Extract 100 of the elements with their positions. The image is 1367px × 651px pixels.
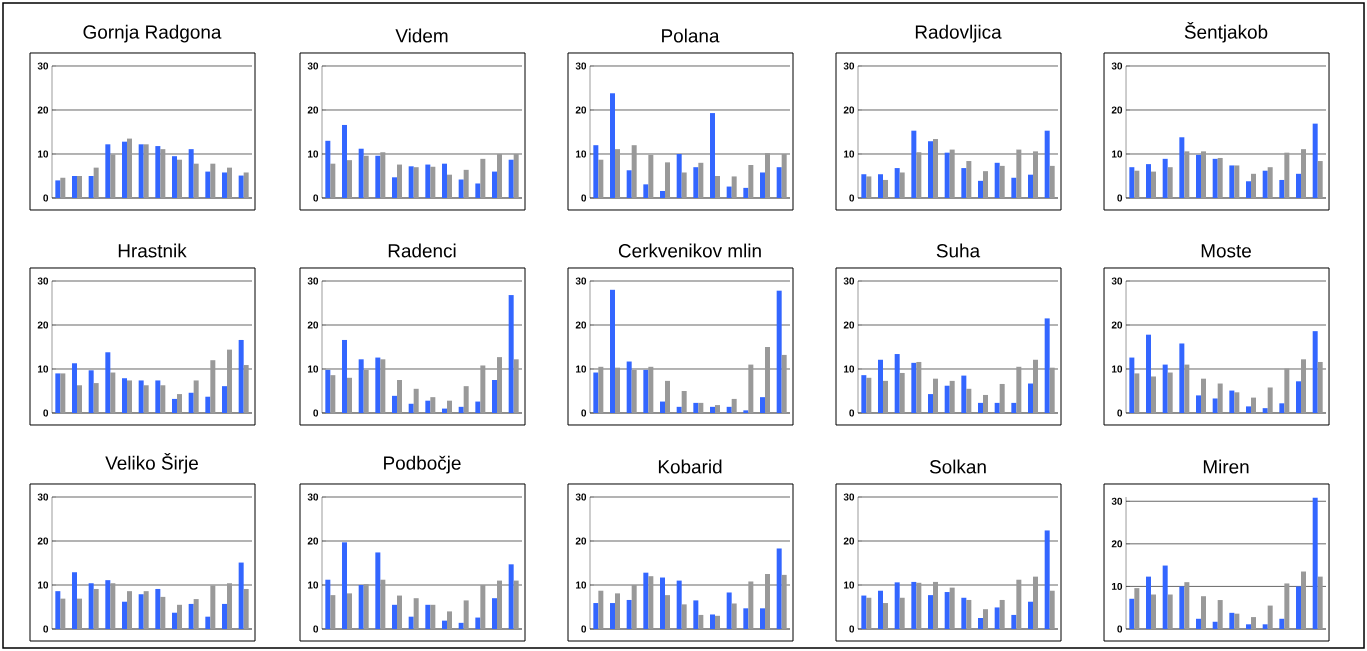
bar bbox=[1201, 378, 1207, 413]
bar bbox=[330, 595, 336, 629]
bar bbox=[508, 159, 514, 198]
bar bbox=[330, 375, 336, 413]
bar bbox=[60, 177, 66, 198]
y-tick-label: 30 bbox=[1111, 277, 1123, 285]
bar bbox=[693, 402, 699, 413]
chart-title: Moste bbox=[1201, 244, 1251, 258]
bar bbox=[188, 149, 194, 198]
bar bbox=[1146, 164, 1152, 198]
bar bbox=[648, 366, 654, 413]
y-tick-label: 30 bbox=[843, 493, 855, 501]
bar bbox=[93, 167, 99, 198]
y-tick-label: 20 bbox=[37, 106, 49, 114]
bar bbox=[1129, 357, 1135, 413]
bar bbox=[1151, 594, 1157, 629]
bar bbox=[375, 155, 381, 198]
bar bbox=[413, 388, 419, 413]
bar bbox=[205, 616, 211, 629]
bar bbox=[413, 167, 419, 198]
bar bbox=[430, 604, 436, 629]
bar bbox=[1033, 359, 1039, 413]
bar bbox=[1251, 173, 1257, 198]
bar bbox=[1028, 174, 1034, 198]
bar bbox=[193, 380, 199, 413]
bar bbox=[1251, 617, 1257, 629]
bar bbox=[480, 365, 486, 413]
bar bbox=[1317, 576, 1323, 629]
y-tick-label: 0 bbox=[43, 409, 49, 417]
bar bbox=[598, 366, 604, 413]
bar bbox=[781, 354, 787, 413]
bar bbox=[172, 398, 177, 413]
bar bbox=[1016, 149, 1022, 198]
y-tick-label: 20 bbox=[307, 537, 319, 545]
bar bbox=[1028, 601, 1034, 629]
bar bbox=[894, 582, 900, 629]
bar bbox=[1196, 395, 1202, 413]
bar bbox=[949, 149, 955, 198]
bar bbox=[172, 156, 177, 198]
bar bbox=[598, 590, 604, 629]
chart-title: Solkan bbox=[929, 459, 986, 474]
bar bbox=[227, 583, 232, 629]
bar bbox=[743, 410, 749, 413]
bar bbox=[776, 548, 782, 629]
bar bbox=[1179, 343, 1185, 413]
bar bbox=[508, 295, 514, 413]
bar bbox=[458, 622, 464, 629]
bar bbox=[726, 186, 732, 198]
bar bbox=[748, 581, 754, 629]
bar bbox=[93, 383, 99, 413]
y-tick-label: 0 bbox=[581, 625, 587, 633]
bar bbox=[1212, 621, 1218, 629]
bar bbox=[698, 402, 704, 413]
bar bbox=[425, 164, 431, 198]
bar bbox=[643, 369, 649, 413]
bar bbox=[676, 154, 682, 198]
bar bbox=[222, 172, 227, 198]
bar bbox=[55, 180, 61, 198]
bar bbox=[127, 591, 132, 629]
y-tick-label: 0 bbox=[43, 194, 49, 202]
bar bbox=[715, 405, 721, 413]
bar bbox=[243, 365, 249, 413]
bar bbox=[188, 392, 194, 413]
bar bbox=[358, 585, 364, 629]
bar bbox=[781, 574, 787, 629]
y-tick-label: 20 bbox=[575, 537, 587, 545]
bar bbox=[122, 601, 127, 629]
bar bbox=[676, 580, 682, 629]
bar bbox=[626, 361, 632, 413]
bar bbox=[347, 593, 352, 629]
bar bbox=[1217, 600, 1223, 629]
bar bbox=[1011, 402, 1017, 413]
bar bbox=[55, 373, 61, 413]
bar bbox=[861, 595, 867, 629]
bar bbox=[978, 402, 984, 413]
bar bbox=[442, 620, 447, 629]
bar bbox=[933, 378, 939, 413]
bar bbox=[610, 603, 616, 629]
bar bbox=[1162, 565, 1168, 629]
bar bbox=[715, 176, 721, 198]
bar bbox=[397, 164, 402, 198]
bar bbox=[916, 582, 922, 629]
y-tick-label: 10 bbox=[308, 365, 319, 373]
bar bbox=[425, 400, 431, 413]
bar bbox=[743, 608, 749, 629]
bar bbox=[193, 163, 199, 198]
bar bbox=[1284, 368, 1290, 413]
bar bbox=[648, 154, 654, 198]
bar bbox=[88, 370, 94, 413]
bar bbox=[177, 604, 182, 629]
bar bbox=[492, 380, 497, 413]
bar bbox=[933, 139, 939, 198]
bar bbox=[1212, 398, 1218, 413]
bar bbox=[408, 403, 414, 413]
bar bbox=[238, 339, 244, 413]
bar bbox=[1234, 165, 1240, 198]
bar bbox=[210, 163, 216, 198]
chart-title: Gornja Radgona bbox=[83, 24, 222, 43]
bar bbox=[110, 154, 116, 198]
bar bbox=[122, 141, 127, 198]
